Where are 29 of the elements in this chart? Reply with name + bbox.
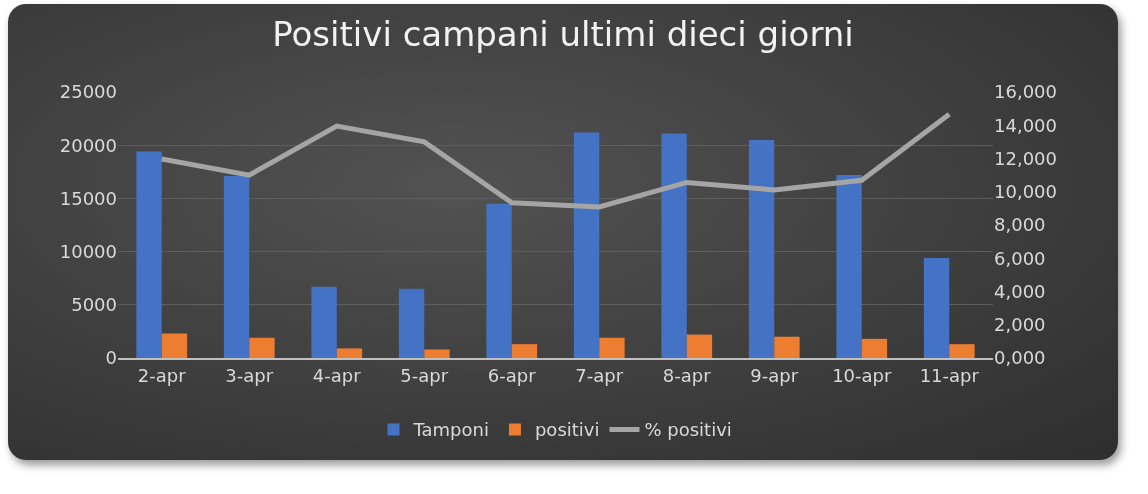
y-tick-label: 5000: [71, 294, 117, 316]
y2-tick-label: 4,000: [994, 280, 1046, 302]
x-tick-label: 4-apr: [312, 364, 362, 386]
x-tick-label: 3-apr: [225, 364, 274, 386]
x-tick-label: 5-apr: [400, 364, 449, 386]
y-tick-label: 20000: [59, 134, 117, 156]
x-tick-label: 8-apr: [662, 364, 712, 386]
y2-tick-label: 14,000: [994, 114, 1057, 136]
x-tick-label: 10-apr: [832, 364, 892, 386]
y2-tick-label: 16,000: [994, 81, 1057, 103]
x-tick-label: 7-apr: [575, 364, 624, 386]
x-tick-label: 11-apr: [919, 364, 980, 386]
y-tick-label: 15000: [59, 187, 117, 209]
y2-tick-label: 8,000: [994, 214, 1046, 236]
y2-tick-label: 12,000: [994, 147, 1057, 169]
chart-title: Positivi campani ultimi dieci giorni: [272, 14, 854, 55]
y2-tick-label: 10,000: [994, 181, 1057, 203]
y2-tick-label: 6,000: [994, 247, 1046, 269]
x-tick-label: 2-apr: [137, 364, 187, 386]
y-tick-label: 0: [105, 347, 117, 369]
legend-label: % positivi: [644, 419, 732, 441]
y2-tick-label: 2,000: [994, 314, 1046, 336]
x-tick-label: 6-apr: [487, 364, 537, 386]
legend-label: Tamponi: [412, 419, 489, 441]
y-tick-label: 10000: [59, 240, 117, 262]
x-tick-label: 9-apr: [750, 364, 799, 386]
y-tick-label: 25000: [59, 81, 117, 103]
y2-tick-label: 0,000: [994, 347, 1046, 369]
legend-label: positivi: [534, 419, 600, 441]
